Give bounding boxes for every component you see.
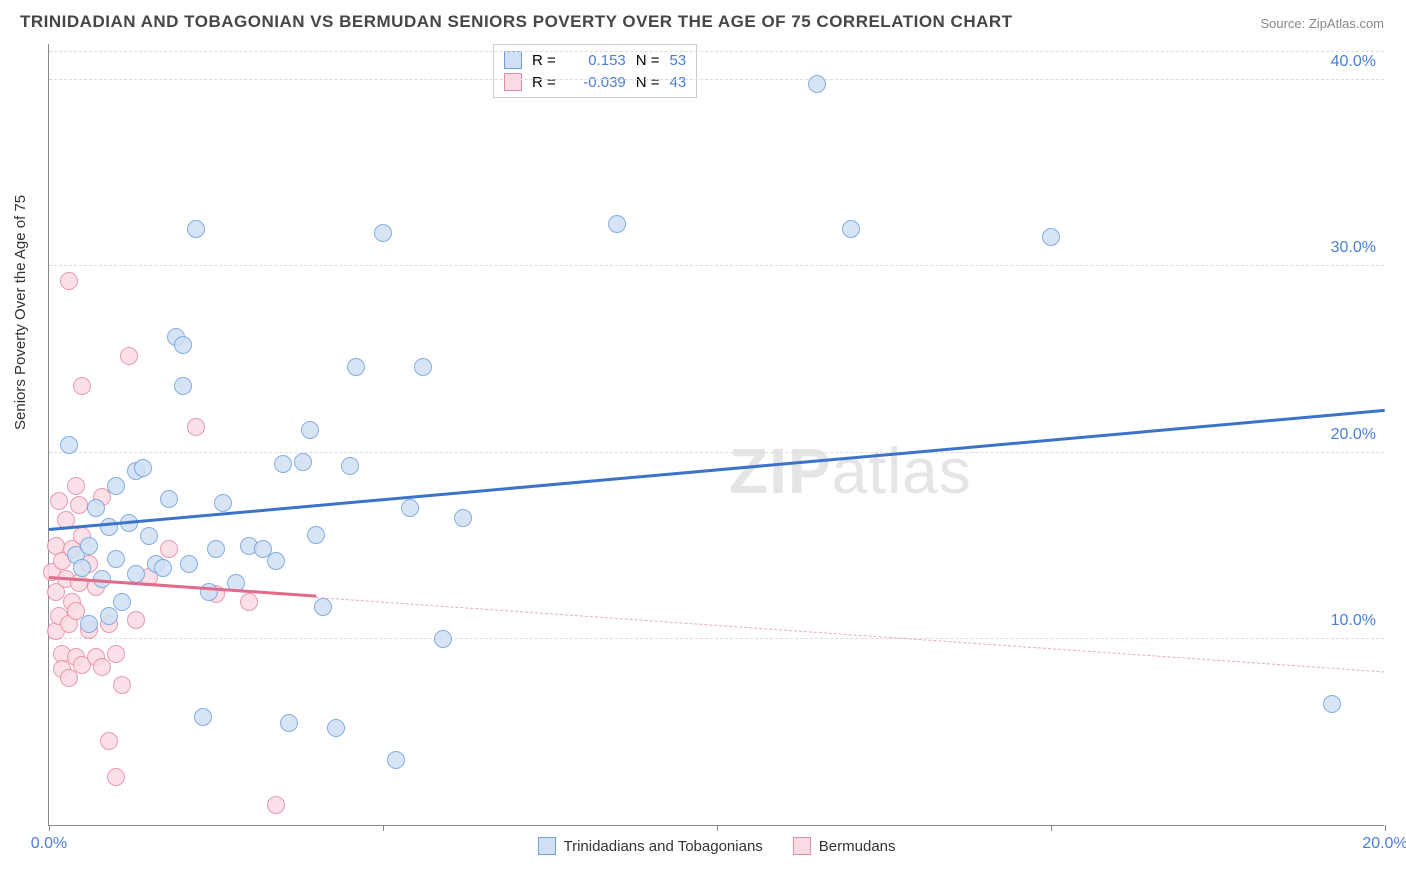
swatch-series1: [504, 51, 522, 69]
legend-label-1: Trinidadians and Tobagonians: [563, 838, 762, 855]
data-point: [187, 220, 205, 238]
chart-title: TRINIDADIAN AND TOBAGONIAN VS BERMUDAN S…: [20, 12, 1013, 32]
trend-line: [49, 409, 1385, 531]
data-point: [274, 455, 292, 473]
data-point: [93, 658, 111, 676]
data-point: [113, 593, 131, 611]
data-point: [174, 336, 192, 354]
stats-row-series2: R = -0.039 N = 43: [504, 71, 686, 93]
data-point: [120, 347, 138, 365]
x-tick-label: 0.0%: [31, 835, 67, 853]
gridline: [49, 265, 1384, 266]
data-point: [307, 526, 325, 544]
data-point: [301, 421, 319, 439]
data-point: [808, 75, 826, 93]
x-tick: [1385, 825, 1386, 831]
data-point: [187, 418, 205, 436]
data-point: [341, 457, 359, 475]
legend-swatch-2: [793, 837, 811, 855]
plot-area: ZIPatlas R = 0.153 N = 53 R = -0.039 N =…: [48, 44, 1384, 826]
swatch-series2: [504, 73, 522, 91]
data-point: [60, 436, 78, 454]
data-point: [127, 565, 145, 583]
trend-line: [316, 597, 1385, 672]
n-value-series2: 43: [670, 74, 687, 91]
data-point: [127, 611, 145, 629]
x-tick-label: 20.0%: [1362, 835, 1406, 853]
data-point: [414, 358, 432, 376]
data-point: [267, 552, 285, 570]
data-point: [294, 453, 312, 471]
data-point: [160, 490, 178, 508]
data-point: [107, 550, 125, 568]
legend-item-series2: Bermudans: [793, 837, 896, 855]
data-point: [154, 559, 172, 577]
data-point: [327, 719, 345, 737]
data-point: [60, 669, 78, 687]
data-point: [67, 477, 85, 495]
x-tick: [1051, 825, 1052, 831]
y-tick-label: 40.0%: [1331, 53, 1376, 71]
data-point: [1042, 228, 1060, 246]
data-point: [100, 518, 118, 536]
data-point: [73, 559, 91, 577]
data-point: [608, 215, 626, 233]
data-point: [140, 527, 158, 545]
data-point: [60, 272, 78, 290]
y-tick-label: 10.0%: [1331, 612, 1376, 630]
data-point: [1323, 695, 1341, 713]
legend-swatch-1: [537, 837, 555, 855]
data-point: [347, 358, 365, 376]
y-tick-label: 20.0%: [1331, 426, 1376, 444]
n-value-series1: 53: [670, 52, 687, 69]
data-point: [454, 509, 472, 527]
watermark: ZIPatlas: [729, 434, 972, 508]
y-axis-label: Seniors Poverty Over the Age of 75: [12, 195, 29, 430]
data-point: [107, 768, 125, 786]
data-point: [107, 645, 125, 663]
data-point: [240, 593, 258, 611]
data-point: [194, 708, 212, 726]
data-point: [80, 615, 98, 633]
data-point: [842, 220, 860, 238]
data-point: [73, 377, 91, 395]
data-point: [280, 714, 298, 732]
x-tick: [717, 825, 718, 831]
legend-item-series1: Trinidadians and Tobagonians: [537, 837, 762, 855]
data-point: [80, 537, 98, 555]
y-tick-label: 30.0%: [1331, 239, 1376, 257]
data-point: [207, 540, 225, 558]
data-point: [50, 492, 68, 510]
r-value-series1: 0.153: [566, 52, 626, 69]
data-point: [267, 796, 285, 814]
gridline: [49, 452, 1384, 453]
data-point: [387, 751, 405, 769]
gridline: [49, 51, 1384, 52]
data-point: [434, 630, 452, 648]
gridline: [49, 638, 1384, 639]
data-point: [70, 496, 88, 514]
data-point: [113, 676, 131, 694]
legend: Trinidadians and Tobagonians Bermudans: [537, 837, 895, 855]
data-point: [134, 459, 152, 477]
data-point: [107, 477, 125, 495]
data-point: [374, 224, 392, 242]
data-point: [180, 555, 198, 573]
data-point: [160, 540, 178, 558]
data-point: [401, 499, 419, 517]
x-tick: [383, 825, 384, 831]
x-tick: [49, 825, 50, 831]
data-point: [214, 494, 232, 512]
source-label: Source: ZipAtlas.com: [1260, 16, 1384, 31]
r-value-series2: -0.039: [566, 74, 626, 91]
legend-label-2: Bermudans: [819, 838, 896, 855]
gridline: [49, 79, 1384, 80]
data-point: [314, 598, 332, 616]
data-point: [87, 499, 105, 517]
data-point: [174, 377, 192, 395]
data-point: [100, 732, 118, 750]
data-point: [100, 607, 118, 625]
